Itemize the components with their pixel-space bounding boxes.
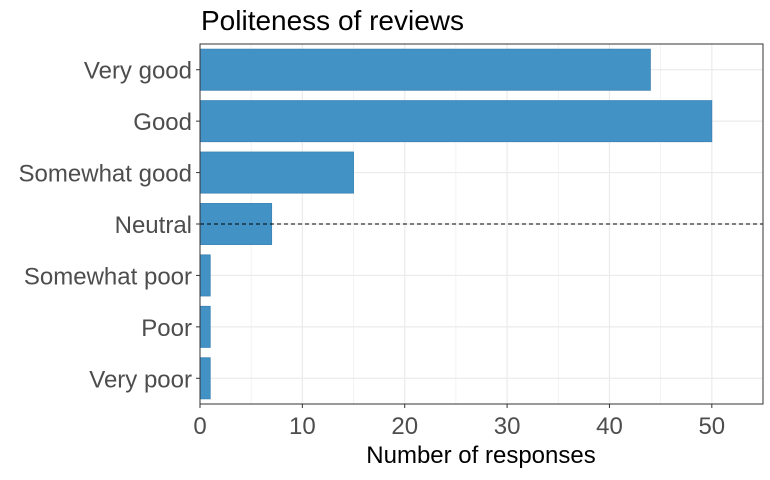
bar: [199, 48, 651, 91]
y-tick-label: Neutral: [115, 212, 192, 239]
y-tick-label: Somewhat good: [19, 161, 192, 188]
y-axis-tick-labels: Very good Good Somewhat good Neutral Somewha…: [19, 58, 200, 393]
y-tick-label: Very poor: [89, 366, 192, 393]
y-tick-label: Poor: [141, 315, 192, 342]
y-tick-label: Good: [133, 109, 192, 136]
x-tick-label: 40: [596, 413, 623, 440]
x-axis-title: Number of responses: [366, 442, 595, 469]
x-tick-label: 0: [193, 413, 206, 440]
x-tick-label: 50: [698, 413, 725, 440]
bar: [199, 305, 211, 348]
chart-title: Politeness of reviews: [201, 5, 464, 36]
x-tick-label: 10: [289, 413, 316, 440]
bars: [199, 48, 713, 400]
x-axis-tick-labels: 0 10 20 30 40 50: [193, 404, 725, 440]
bar: [199, 254, 211, 297]
bar: [199, 357, 211, 400]
x-tick-label: 20: [391, 413, 418, 440]
y-tick-label: Very good: [84, 58, 192, 85]
y-tick-label: Somewhat poor: [24, 263, 192, 290]
bar: [199, 151, 354, 194]
bar: [199, 100, 713, 143]
x-tick-label: 30: [494, 413, 521, 440]
